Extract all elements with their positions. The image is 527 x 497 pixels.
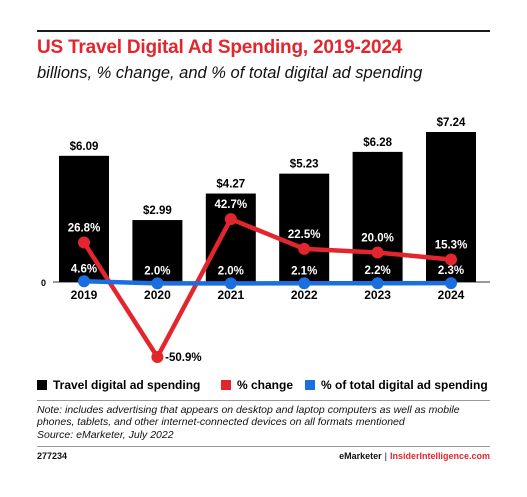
bar-2020 [132,220,183,282]
share-point-2020 [151,277,164,290]
share-label-2024: 2.3% [438,265,464,277]
share-point-2024 [445,277,457,290]
source-text: Source: eMarketer, July 2022 [37,428,174,441]
legend-label-change: % change [237,378,294,392]
x-tick-2023: 2023 [364,288,391,302]
change-label-2022: 22.5% [288,229,321,241]
share-label-2022: 2.1% [291,265,317,277]
note-divider [37,400,490,401]
change-point-2024 [445,253,457,266]
share-point-2022 [298,277,311,290]
bar-label-2023: $6.28 [363,137,392,149]
chart-title: US Travel Digital Ad Spending, 2019-2024 [37,37,403,58]
change-line [82,216,452,360]
bar-2022 [279,173,330,282]
note-text: Note: includes advertising that appears … [37,404,460,429]
share-line [83,279,452,286]
change-label-2024: 15.3% [435,239,468,251]
bar-label-2020: $2.99 [143,205,172,217]
brand-name: eMarketer [339,451,382,461]
legend: Travel digital ad spending % change % of… [37,378,497,394]
change-point-2019 [78,236,90,249]
share-point-2023 [371,277,384,290]
legend-label-share: % of total digital ad spending [321,378,488,392]
change-point-2022 [298,242,311,255]
bar-2023 [352,151,403,282]
change-label-2021: 42.7% [214,199,247,211]
change-label-2019: 26.8% [68,223,101,235]
change-label-2023: 20.0% [361,233,394,245]
footer-brand: eMarketer | InsiderIntelligence.com [339,451,490,461]
legend-swatch-spending [37,380,47,390]
share-label-2020: 2.0% [144,265,170,277]
x-tick-2021: 2021 [217,288,244,302]
zero-tick-label: 0 [41,278,46,288]
x-tick-2024: 2024 [438,288,465,302]
bar-2019 [59,155,109,282]
bar-label-2019: $6.09 [70,141,99,153]
share-point-2021 [224,277,237,290]
share-label-2019: 4.6% [71,263,97,275]
note: Note: includes advertising that appears … [37,404,492,441]
bar-2021 [205,193,256,282]
bar-label-2024: $7.24 [437,117,466,129]
legend-label-spending: Travel digital ad spending [53,378,201,392]
share-label-2023: 2.2% [364,265,390,277]
bar-label-2021: $4.27 [216,179,245,191]
legend-item-spending: Travel digital ad spending [37,378,200,392]
change-label-2020: -50.9% [165,352,201,364]
brand-site: InsiderIntelligence.com [389,451,490,461]
share-label-2021: 2.0% [218,265,244,277]
chart-id: 277234 [37,451,68,461]
share-point-2019 [78,275,90,288]
x-tick-2019: 2019 [71,288,98,302]
x-tick-2020: 2020 [144,288,171,302]
top-rule [37,30,490,32]
brand-separator: | [384,451,387,461]
x-tick-2022: 2022 [291,288,318,302]
change-point-2020 [151,351,164,363]
legend-item-share: % of total digital ad spending [305,378,488,392]
chart-svg: 0 $6.09 $2.99 $4.27 $5.23 $6.28 $7.24 26.8% -50.… [41,117,490,364]
change-point-2023 [371,246,384,259]
bar-label-2022: $5.23 [290,159,319,171]
chart-subtitle: billions, % change, and % of total digit… [37,64,423,82]
legend-swatch-share [305,380,315,390]
legend-item-change: % change [221,378,293,392]
legend-swatch-change [221,380,231,390]
change-point-2021 [224,213,237,226]
footer-divider [37,446,490,447]
